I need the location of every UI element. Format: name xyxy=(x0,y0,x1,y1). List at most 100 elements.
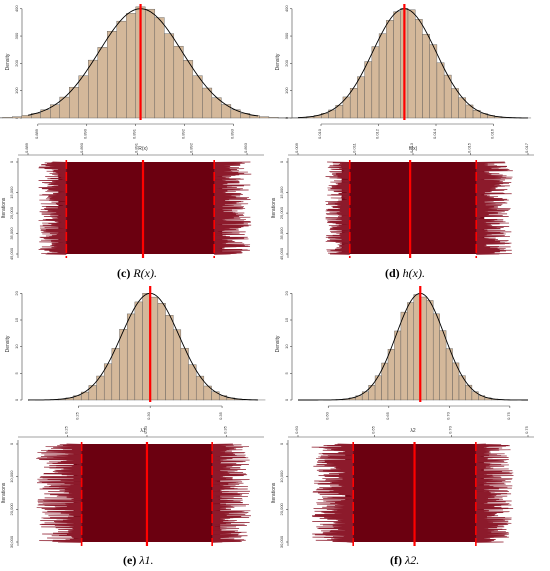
iteration-tick-label: 20,000 xyxy=(9,502,14,515)
x-tick-label: 0.30 xyxy=(146,411,151,420)
y-tick-label: 200 xyxy=(14,59,19,66)
trace-right-fringe xyxy=(210,443,251,543)
histogram-bar xyxy=(149,296,159,401)
histogram-bar xyxy=(202,87,213,119)
y-tick-label: 20 xyxy=(14,290,19,295)
histogram-bar xyxy=(134,301,143,401)
histogram-bar xyxy=(349,88,358,119)
iteration-axis-label: Iterations xyxy=(1,482,7,503)
value-tick-label: 0.892 xyxy=(188,142,193,153)
trace-right-fringe xyxy=(474,443,514,543)
value-tick-label: 0.889 xyxy=(24,142,29,153)
x-tick-label: 0.014 xyxy=(432,128,437,139)
x-tick-label: 0.65 xyxy=(385,411,390,420)
y-tick-label: 15 xyxy=(14,317,19,322)
histogram-e: 0 5 10 15 20 Density 0.25 0.30 0.35 λ1 xyxy=(5,286,266,434)
histogram-bar xyxy=(443,74,452,119)
histogram-bar xyxy=(157,303,166,401)
value-tick-label: 0.011 xyxy=(352,142,357,152)
histogram-f: 0 5 10 15 20 Density 0.60 0.65 0.70 0.75 λ2 xyxy=(275,286,528,434)
trace-e: 0.25 0.30 0.35 0 10,000 20,000 30,000 Iteration… xyxy=(1,425,264,548)
value-tick-label: 0.65 xyxy=(371,425,376,434)
histogram-bar xyxy=(439,330,447,401)
iteration-tick-label: 0 xyxy=(9,442,14,445)
histogram-bar xyxy=(465,384,473,401)
value-tick-label: 0.893 xyxy=(243,142,248,153)
y-axis-label: Density xyxy=(5,53,11,70)
histogram-bar xyxy=(126,313,136,401)
histogram-bar xyxy=(445,348,453,401)
x-tick-label: 0.35 xyxy=(218,411,223,420)
value-tick-label: 0.015 xyxy=(467,142,472,153)
histogram-bar xyxy=(97,47,108,119)
trace-right-fringe xyxy=(213,161,252,255)
histogram-d: 0 100 200 300 400 Density 0.010 0.012 0.014 0.016… xyxy=(275,4,532,152)
iteration-tick-label: 20,000 xyxy=(279,502,284,515)
value-tick-label: 0.009 xyxy=(294,142,299,153)
histogram-bar xyxy=(164,33,175,119)
x-tick-label: 0.889 xyxy=(34,128,39,139)
iteration-tick-label: 45,000 xyxy=(9,247,14,260)
iteration-tick-label: 35,000 xyxy=(9,227,14,240)
y-tick-label: 0 xyxy=(284,116,289,119)
density-curve xyxy=(297,8,529,119)
x-axis-label: λ2 xyxy=(410,428,416,434)
histogram-bar xyxy=(394,330,402,401)
histogram-bar xyxy=(451,88,459,119)
density-curve xyxy=(298,292,528,401)
trace-band xyxy=(58,162,223,254)
iteration-tick-label: 30,000 xyxy=(279,535,284,548)
iteration-tick-label: 10,000 xyxy=(279,470,284,483)
iteration-axis-label: Iterations xyxy=(1,197,7,218)
iteration-tick-label: 15,000 xyxy=(279,186,284,199)
histogram-bar xyxy=(400,311,408,401)
iteration-tick-label: 0 xyxy=(279,442,284,445)
value-tick-label: 0.890 xyxy=(79,142,84,153)
histogram-bar xyxy=(2,117,13,119)
histogram-bar xyxy=(386,20,394,119)
histogram-bar xyxy=(268,117,279,119)
density-curve xyxy=(27,8,259,117)
iteration-tick-label: 0 xyxy=(9,160,14,163)
histogram-bar xyxy=(107,31,117,119)
x-tick-label: 0.892 xyxy=(181,128,186,139)
x-tick-label: 0.891 xyxy=(132,128,137,139)
x-tick-label: 0.016 xyxy=(490,128,495,139)
panel-c: 0 100 200 300 400 Density 0.889 0.890 0.891 0.892… xyxy=(0,4,308,260)
panel-d: 0 100 200 300 400 Density 0.010 0.012 0.014 0.016… xyxy=(271,4,534,260)
density-curve xyxy=(27,292,259,401)
x-tick-label: 0.893 xyxy=(230,128,235,139)
y-tick-label: 200 xyxy=(284,59,289,66)
value-tick-label: 0.30 xyxy=(143,425,148,434)
histogram-bar xyxy=(12,116,22,119)
histogram-bar xyxy=(387,349,395,401)
iteration-axis-label: Iterations xyxy=(271,197,277,218)
y-axis-label: Density xyxy=(275,53,281,70)
iteration-tick-label: 25,000 xyxy=(9,206,14,219)
histogram-bar xyxy=(88,59,98,119)
iteration-tick-label: 35,000 xyxy=(279,227,284,240)
histogram-bar xyxy=(371,46,380,119)
y-axis-label: Density xyxy=(275,335,281,352)
histogram-bar xyxy=(407,302,415,401)
caption-f: (f) λ2. xyxy=(390,553,420,567)
histogram-bar xyxy=(259,116,270,119)
y-tick-label: 0 xyxy=(284,398,289,401)
iteration-tick-label: 15,000 xyxy=(9,186,14,199)
value-tick-label: 0.70 xyxy=(447,425,452,434)
y-axis-label: Density xyxy=(5,335,11,352)
value-tick-label: 0.017 xyxy=(524,142,529,153)
y-tick-label: 10 xyxy=(14,344,19,349)
x-tick-label: 0.60 xyxy=(324,411,329,420)
iteration-tick-label: 30,000 xyxy=(9,535,14,548)
caption-d: (d) h(x). xyxy=(385,266,425,280)
x-tick-label: 0.25 xyxy=(74,411,79,420)
histogram-bar xyxy=(145,8,156,119)
histogram-bar xyxy=(183,60,194,119)
trace-band xyxy=(341,162,485,254)
histogram-bar xyxy=(142,293,151,401)
histogram-bar xyxy=(165,315,174,401)
trace-f: 0.60 0.65 0.70 0.75 0 10,000 20,000 30,000 Itera… xyxy=(271,425,534,548)
panel-e: 0 5 10 15 20 Density 0.25 0.30 0.35 λ1 0.25 0.30 0.3… xyxy=(1,286,266,548)
